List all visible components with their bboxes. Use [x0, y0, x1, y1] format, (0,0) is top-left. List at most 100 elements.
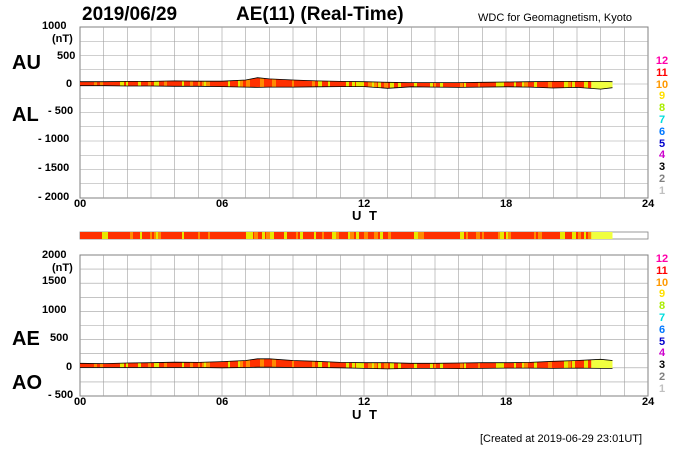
y-tick: 500 [57, 50, 76, 62]
activity-strip-segment [296, 232, 298, 239]
y-tick: 1500 [42, 275, 67, 287]
legend-level-7: 7 [658, 312, 666, 324]
y-tick: - 1000 [38, 133, 70, 145]
y-tick: 1000 [42, 304, 67, 316]
activity-stripes [94, 358, 613, 369]
x-tick: 06 [216, 198, 229, 210]
activity-strip-segment [270, 232, 274, 239]
activity-strip-segment [414, 232, 418, 239]
activity-strip-segment [102, 232, 106, 239]
legend-level-10: 10 [655, 276, 669, 289]
legend-level-9: 9 [658, 90, 666, 103]
activity-strip-segment [106, 232, 108, 239]
legend-level-6: 6 [658, 323, 666, 336]
y-tick-top-1000: 1000 [42, 20, 67, 32]
y-tick: - 500 [48, 105, 74, 117]
legend-level-11: 11 [656, 66, 668, 79]
activity-strip-segment [262, 232, 265, 239]
y-tick: 0 [66, 78, 73, 90]
activity-strip-segment [300, 232, 303, 239]
series-upper-line [80, 77, 613, 83]
legend-level-6: 6 [658, 125, 666, 138]
activity-strip-segment [322, 232, 324, 239]
y-tick: - 2000 [38, 191, 70, 203]
y-tick: 500 [50, 332, 69, 344]
legend-level-1: 1 [658, 184, 666, 197]
ae-label: AE [12, 328, 40, 350]
activity-strip-segment [140, 232, 142, 239]
legend-level-2: 2 [658, 371, 666, 383]
activity-strip-segment [336, 232, 339, 239]
activity-strip-segment [466, 232, 468, 239]
activity-strip-segment [364, 232, 368, 239]
activity-strip-end [591, 232, 613, 239]
legend-level-2: 2 [658, 173, 666, 185]
activity-strip-segment [348, 232, 351, 239]
activity-strip-segment [356, 232, 359, 239]
activity-strip-segment [578, 232, 581, 239]
legend-level-8: 8 [658, 102, 666, 115]
activity-strip-segment [502, 232, 504, 239]
activity-strip-segment [182, 232, 184, 239]
x-tick: 24 [642, 198, 655, 210]
activity-strip-segment [572, 232, 576, 239]
x-tick: 00 [74, 198, 87, 210]
activity-strip-segment [374, 232, 378, 239]
chart-date: 2019/06/29 [82, 4, 178, 25]
x-tick: 18 [500, 396, 513, 408]
activity-strip-segment [198, 232, 200, 239]
activity-strip-segment [350, 232, 354, 239]
legend-level-4: 4 [658, 347, 666, 360]
legend-level-10: 10 [655, 78, 669, 91]
activity-strip-segment [284, 232, 287, 239]
legend-level-11: 11 [656, 264, 668, 277]
activity-strip-fill [80, 232, 613, 239]
activity-strip-segment [130, 232, 133, 239]
activity-strip-segment [158, 232, 161, 239]
au-label: AU [12, 52, 41, 74]
legend-level-4: 4 [658, 149, 666, 162]
activity-strip-segment [534, 232, 536, 239]
activity-strip-segment [266, 232, 270, 239]
activity-strip-segment [560, 232, 562, 239]
al-label: AL [12, 104, 39, 126]
y-tick: 0 [66, 361, 73, 373]
activity-strip-segment [498, 232, 500, 239]
legend-level-5: 5 [658, 137, 666, 150]
created-timestamp: [Created at 2019-06-29 23:01UT] [480, 433, 643, 445]
x-tick: 18 [500, 198, 513, 210]
x-tick: 24 [642, 396, 655, 408]
activity-strip-segment [590, 232, 592, 239]
unit-label: (nT) [52, 33, 73, 45]
activity-strip-segment [508, 232, 511, 239]
legend-level-9: 9 [658, 288, 666, 301]
activity-strip-segment [332, 232, 336, 239]
legend-level-3: 3 [658, 359, 666, 372]
activity-strip-segment [538, 232, 542, 239]
x-tick: 12 [358, 396, 371, 408]
unit-label: (nT) [52, 262, 73, 274]
series-lower-line [80, 366, 613, 370]
legend-level-12: 12 [655, 55, 669, 67]
x-tick: 06 [216, 396, 229, 408]
ao-label: AO [12, 372, 42, 394]
series-upper-line [79, 358, 613, 365]
organization-label: WDC for Geomagnetism, Kyoto [478, 12, 633, 24]
activity-strip-segment [584, 232, 586, 239]
x-tick: 00 [74, 396, 87, 408]
activity-stripes [94, 77, 613, 90]
y-tick: 2000 [42, 249, 67, 261]
activity-strip-segment [562, 232, 565, 239]
activity-strip-segment [460, 232, 464, 239]
chart-title: AE(11) (Real-Time) [236, 4, 404, 25]
y-tick: - 500 [48, 389, 74, 401]
legend-level-3: 3 [658, 161, 666, 174]
y-tick: - 1500 [38, 162, 70, 174]
x-axis-label: U T [352, 208, 379, 223]
activity-strip-segment [388, 232, 391, 239]
activity-strip-segment [246, 232, 250, 239]
activity-strip-segment [254, 232, 258, 239]
legend-level-5: 5 [658, 335, 666, 348]
legend-level-1: 1 [658, 382, 666, 395]
